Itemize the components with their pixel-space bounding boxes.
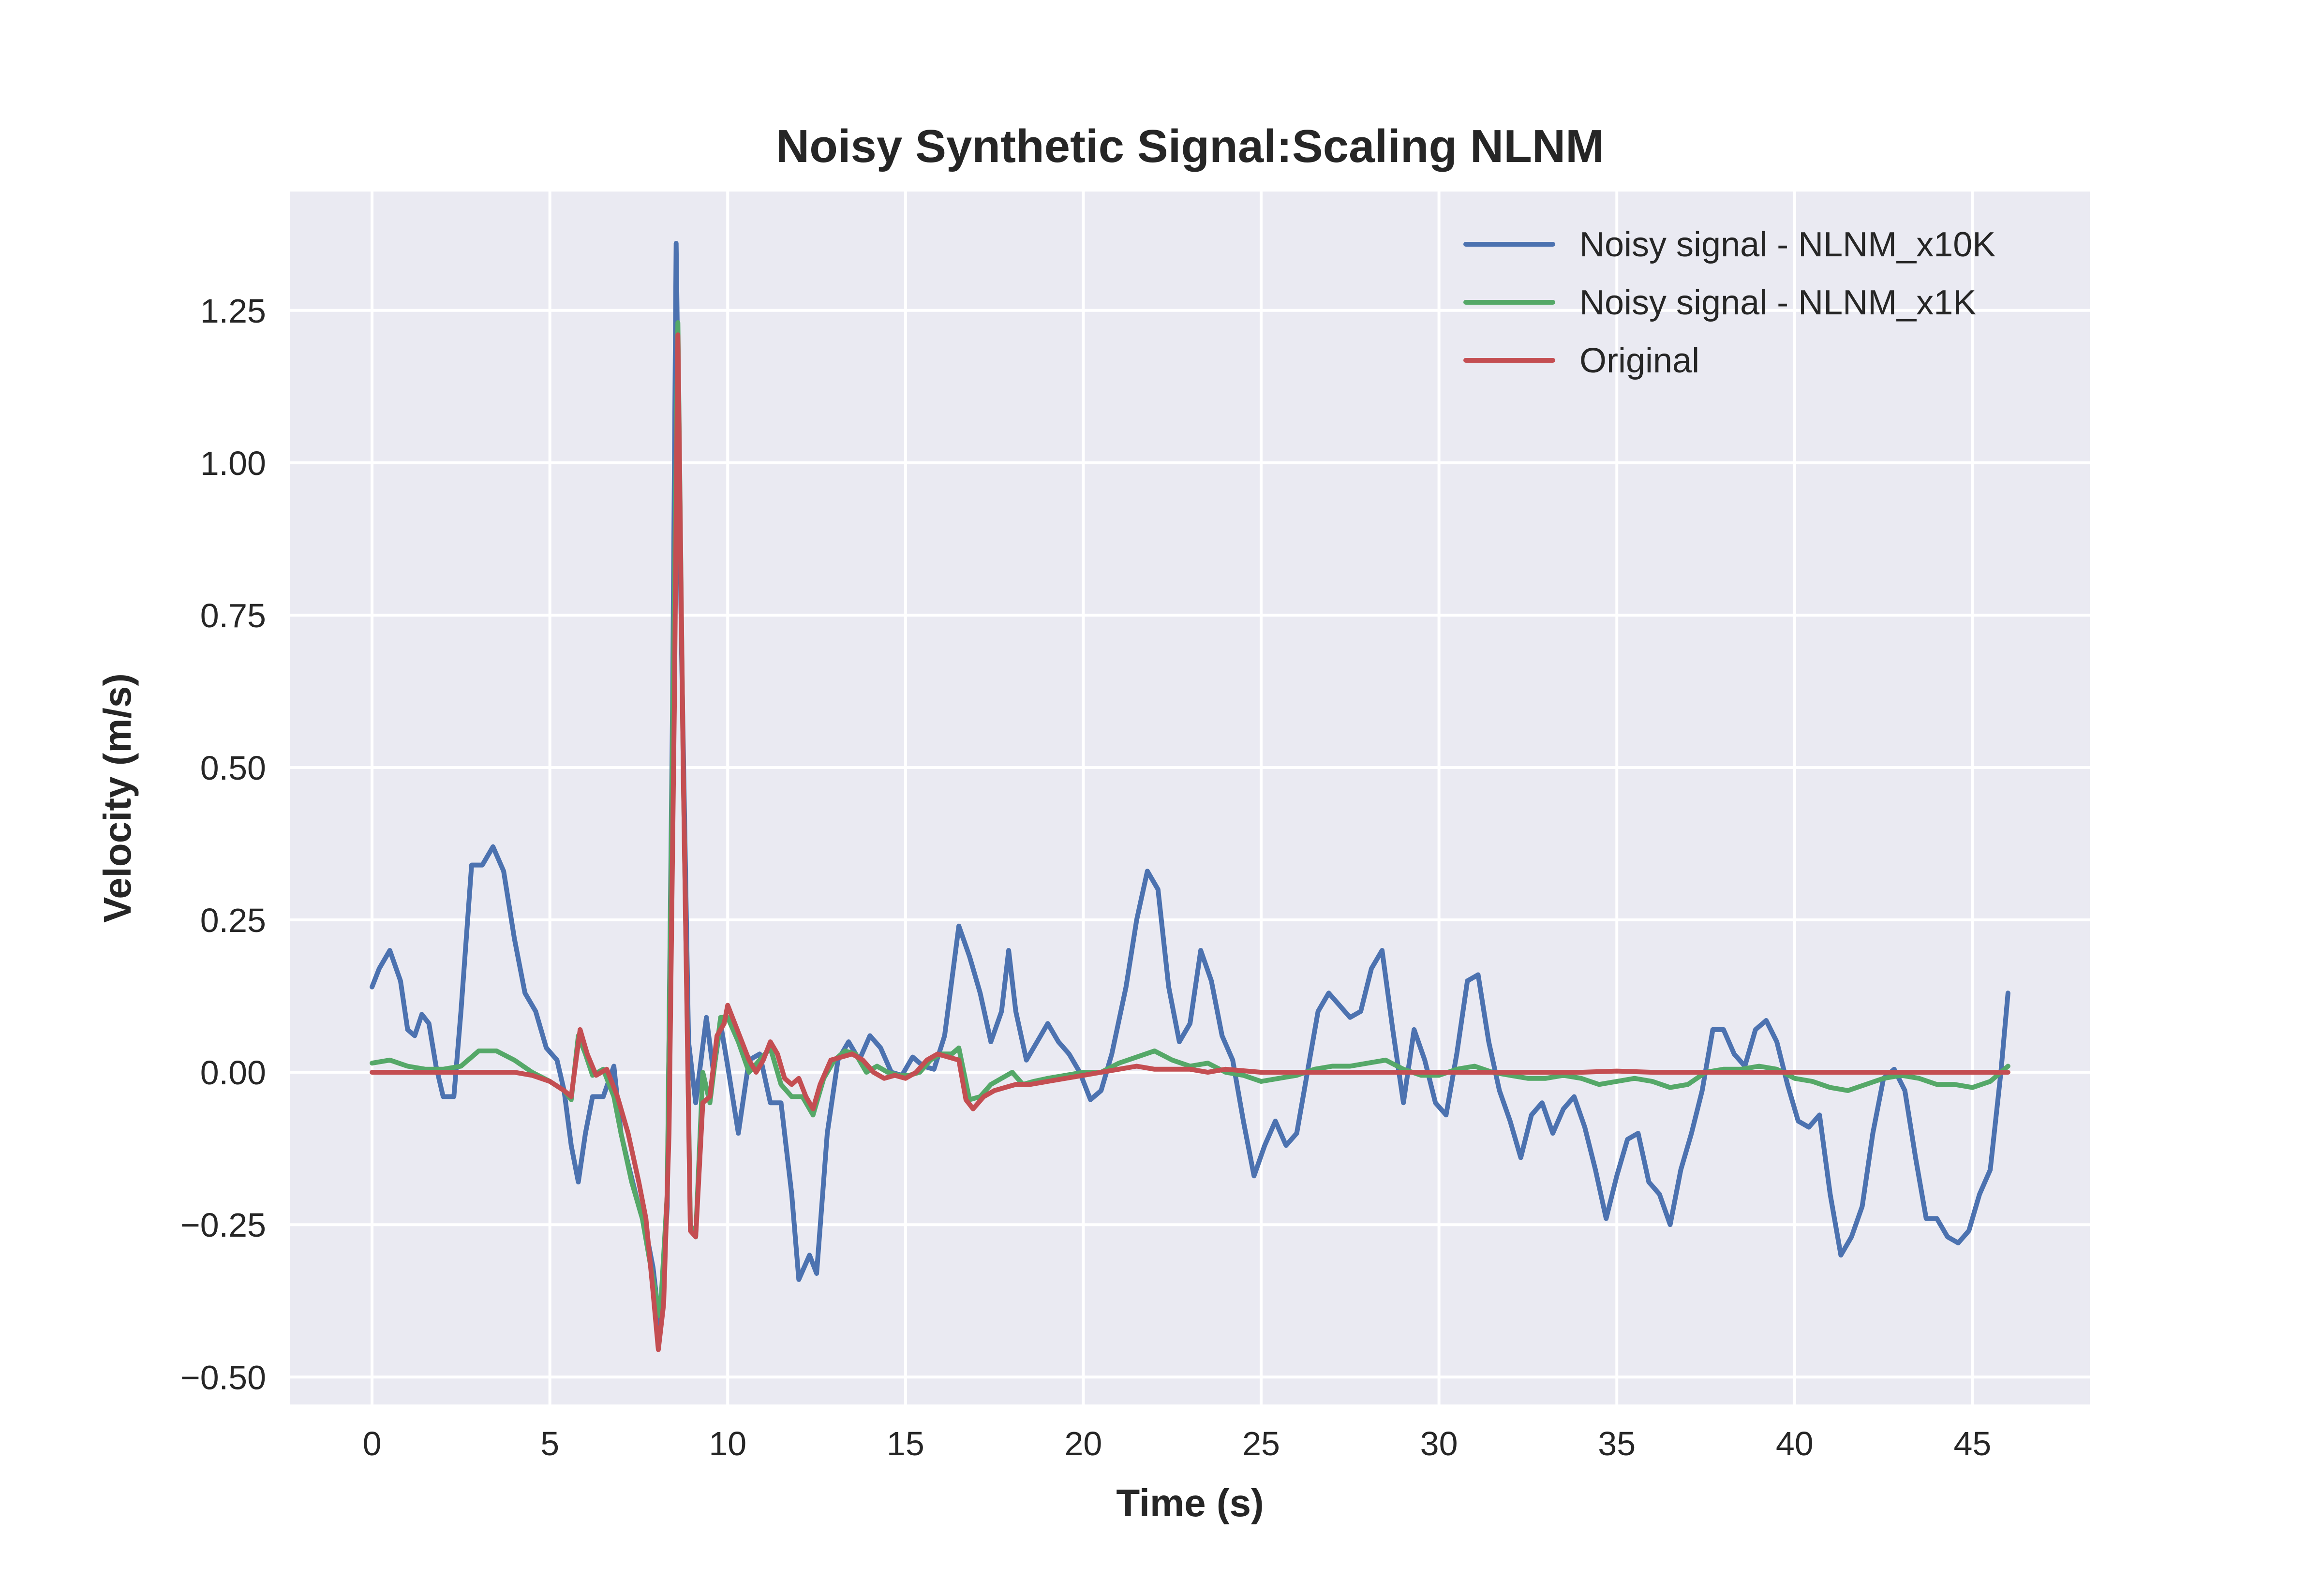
x-tick-label: 0 xyxy=(363,1425,382,1463)
x-tick-label: 25 xyxy=(1242,1425,1280,1463)
x-axis-label: Time (s) xyxy=(1116,1481,1264,1524)
x-tick-label: 35 xyxy=(1598,1425,1636,1463)
y-axis-label: Velocity (m/s) xyxy=(96,673,139,923)
y-tick-label: 1.25 xyxy=(200,292,266,330)
y-tick-label: −0.25 xyxy=(180,1206,266,1244)
y-tick-label: 0.50 xyxy=(200,749,266,787)
x-tick-label: 15 xyxy=(887,1425,924,1463)
y-tick-label: 0.00 xyxy=(200,1054,266,1092)
series-lines xyxy=(370,241,2010,1352)
y-gridlines xyxy=(290,309,2090,1379)
y-tick-label: −0.50 xyxy=(180,1359,266,1396)
chart-title: Noisy Synthetic Signal:Scaling NLNM xyxy=(776,120,1604,172)
x-tick-label: 30 xyxy=(1420,1425,1458,1463)
x-gridlines xyxy=(371,192,1974,1404)
x-tick-label: 10 xyxy=(709,1425,746,1463)
legend-item: Noisy signal - NLNM_x1K xyxy=(1463,283,1976,322)
x-tick-label: 40 xyxy=(1776,1425,1814,1463)
series-line-3 xyxy=(370,332,2010,1352)
y-tick-labels: −0.50 −0.25 0.00 0.25 0.50 0.75 1.00 1.25 xyxy=(180,292,266,1397)
x-tick-labels: 0 5 10 15 20 25 30 35 40 45 xyxy=(363,1425,1992,1463)
x-tick-label: 45 xyxy=(1953,1425,1991,1463)
legend-item: Original xyxy=(1463,341,1699,380)
y-tick-label: 1.00 xyxy=(200,444,266,482)
y-tick-label: 0.75 xyxy=(200,597,266,635)
legend: Noisy signal - NLNM_x10K Noisy signal - N… xyxy=(1463,225,1995,380)
x-tick-label: 20 xyxy=(1065,1425,1102,1463)
y-tick-label: 0.25 xyxy=(200,901,266,939)
legend-label: Original xyxy=(1579,341,1699,380)
legend-label: Noisy signal - NLNM_x1K xyxy=(1579,283,1976,322)
plot-area xyxy=(290,192,2090,1404)
legend-item: Noisy signal - NLNM_x10K xyxy=(1463,225,1995,264)
legend-label: Noisy signal - NLNM_x10K xyxy=(1579,225,1995,264)
series-line-2 xyxy=(370,320,2010,1319)
x-tick-label: 5 xyxy=(540,1425,559,1463)
